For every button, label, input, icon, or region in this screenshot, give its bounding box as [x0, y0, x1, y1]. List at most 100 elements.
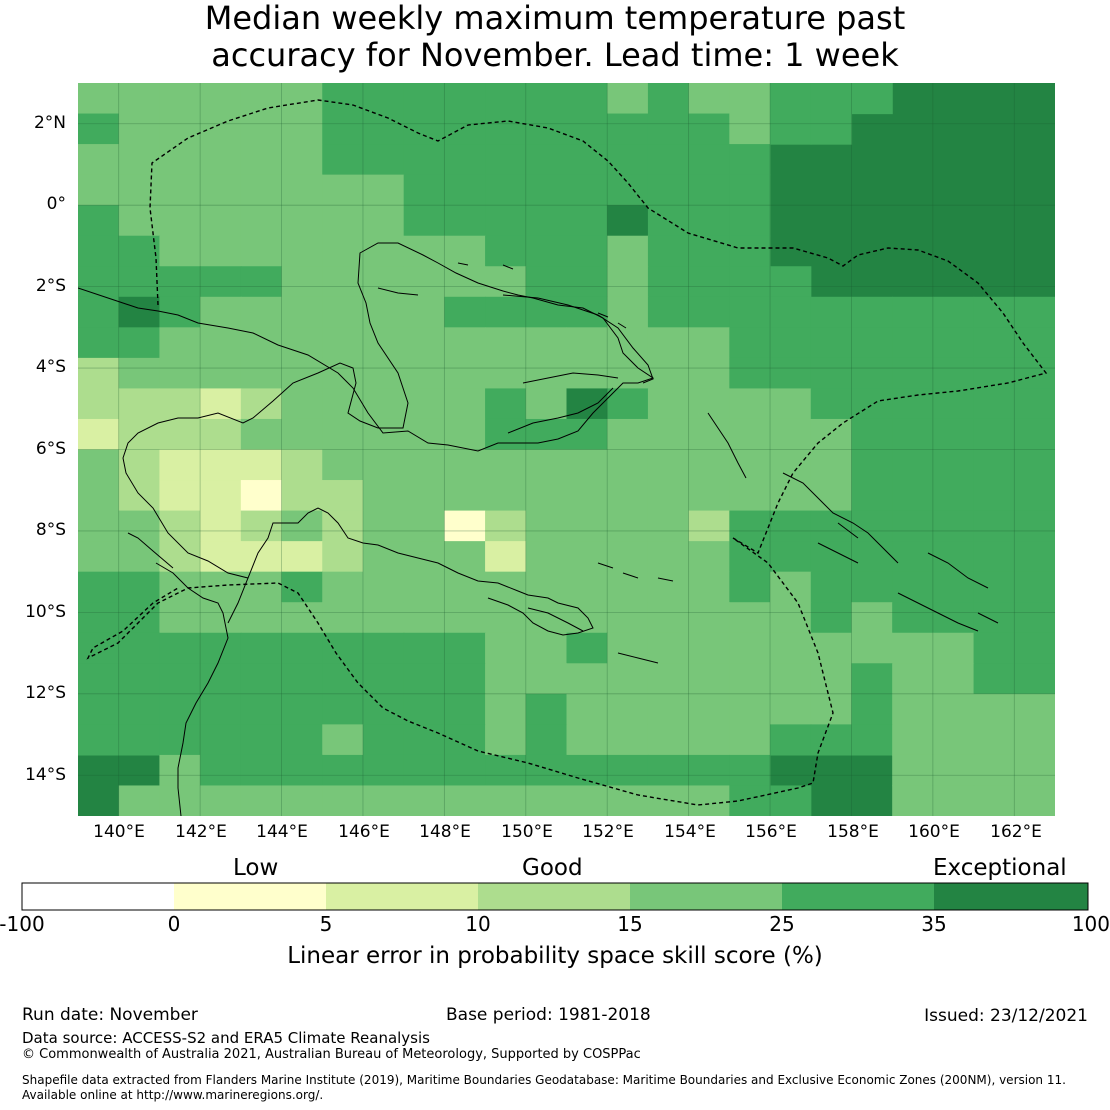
skill-cell: [1014, 449, 1055, 481]
lon-label: 148°E: [419, 822, 471, 842]
run-date: Run date: November: [22, 1005, 198, 1025]
skill-cell: [1014, 571, 1055, 603]
skill-cell: [281, 632, 323, 664]
skill-cell: [932, 571, 975, 603]
eez-line: [86, 99, 1048, 806]
eez-boundary: [86, 99, 1048, 806]
skill-cell: [281, 388, 323, 420]
skill-cell: [729, 724, 771, 756]
skill-cell: [322, 235, 364, 267]
skill-cell: [322, 724, 364, 756]
skill-cell: [770, 327, 812, 359]
skill-cell: [770, 296, 812, 328]
skill-cell: [647, 480, 690, 512]
skill-cell: [240, 754, 283, 787]
skill-cell: [240, 266, 283, 298]
skill-cell: [240, 571, 283, 603]
skill-cell: [78, 113, 120, 145]
skill-cell: [444, 388, 486, 420]
skill-cell: [851, 327, 893, 359]
skill-cell: [566, 418, 608, 451]
skill-cell: [118, 357, 161, 390]
skill-cell: [566, 663, 608, 695]
skill-cell: [403, 83, 445, 115]
skill-cell: [607, 388, 649, 420]
skill-cell: [932, 449, 975, 481]
skill-cell: [444, 754, 486, 787]
skill-cell: [281, 480, 323, 512]
skill-cell: [525, 144, 568, 176]
skill-cell: [566, 266, 608, 298]
skill-cell: [647, 174, 690, 206]
skill-cell: [892, 418, 934, 451]
skill-cell: [240, 174, 283, 206]
skill-cell: [118, 724, 161, 756]
skill-cell: [973, 296, 1015, 328]
skill-cell: [403, 663, 445, 695]
skill-cell: [729, 449, 771, 481]
skill-cell: [932, 754, 975, 787]
lon-label: 150°E: [501, 822, 553, 842]
lon-label: 152°E: [582, 822, 634, 842]
skill-cell: [362, 663, 405, 695]
skill-cell: [403, 174, 445, 206]
skill-cell: [810, 510, 853, 542]
skill-cell: [485, 541, 527, 573]
colorbar-tick: 100: [1071, 912, 1110, 936]
lat-label: 0°: [46, 194, 66, 214]
skill-cell: [118, 571, 161, 603]
skill-cell: [444, 235, 486, 267]
skill-cell: [892, 693, 934, 725]
skill-cell: [444, 693, 486, 725]
skill-cell: [444, 113, 486, 145]
lat-label: 6°S: [35, 439, 66, 459]
colorbar-segment: [22, 883, 174, 910]
skill-cell: [647, 602, 690, 634]
skill-cell: [200, 480, 242, 512]
skill-cell: [281, 571, 323, 603]
skill-cell: [281, 144, 323, 176]
skill-cell: [485, 480, 527, 512]
skill-cell: [485, 205, 527, 237]
skill-cell: [281, 602, 323, 634]
skill-cell: [851, 693, 893, 725]
skill-cell: [444, 83, 486, 115]
skill-cell: [281, 693, 323, 725]
skill-cell: [607, 266, 649, 298]
skill-cell: [403, 266, 445, 298]
skill-cell: [525, 693, 568, 725]
skill-cell: [973, 541, 1015, 573]
skill-cell: [362, 83, 405, 115]
skill-cell: [444, 357, 486, 390]
skill-cell: [118, 418, 161, 451]
skill-cell: [810, 83, 853, 115]
skill-cell: [525, 724, 568, 756]
skill-cell: [118, 663, 161, 695]
skill-cell: [362, 388, 405, 420]
colorbar-segment: [934, 883, 1088, 910]
skill-cell: [444, 632, 486, 664]
skill-cell: [444, 144, 486, 176]
skill-cell: [525, 418, 568, 451]
skill-cell: [322, 541, 364, 573]
skill-cell: [566, 449, 608, 481]
skill-cell: [200, 235, 242, 267]
skill-cell: [851, 449, 893, 481]
colorbar-tick: 25: [769, 912, 795, 936]
skill-cell: [485, 510, 527, 542]
skill-cell: [362, 632, 405, 664]
skill-cell: [200, 541, 242, 573]
skill-cell: [647, 449, 690, 481]
skill-cell: [932, 663, 975, 695]
skill-cell: [78, 571, 120, 603]
skill-cell: [851, 632, 893, 664]
skill-cell: [647, 235, 690, 267]
skill-cell: [159, 113, 201, 145]
skill-cell: [729, 205, 771, 237]
skill-cell: [688, 235, 730, 267]
skill-cell: [932, 357, 975, 390]
legend-category-good: Good: [522, 855, 583, 881]
skill-cell: [240, 663, 283, 695]
skill-cell: [607, 357, 649, 390]
skill-cell: [240, 327, 283, 359]
